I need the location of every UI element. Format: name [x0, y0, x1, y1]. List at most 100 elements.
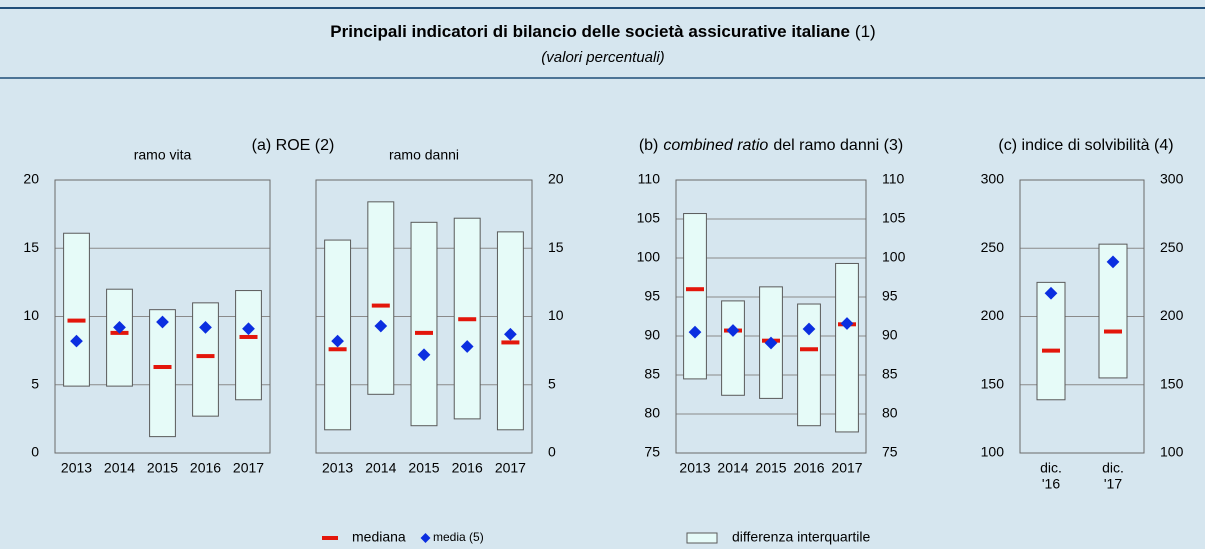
interquartile-box: [106, 288, 133, 387]
y-tick-label: 300: [1160, 171, 1184, 187]
y-tick-label: 5: [31, 375, 39, 391]
y-tick-label: 300: [981, 171, 1005, 187]
y-tick-label: 105: [637, 210, 661, 226]
x-tick-label: '17: [1104, 476, 1122, 492]
y-tick-label: 80: [644, 405, 660, 421]
chart-title: Principali indicatori di bilancio delle …: [330, 22, 875, 41]
y-tick-label: 100: [637, 249, 661, 265]
y-tick-label: 15: [23, 239, 39, 255]
x-tick-label: 2014: [717, 460, 748, 476]
y-tick-label: 110: [882, 171, 905, 187]
panel-title-part: combined ratio: [663, 137, 768, 154]
interquartile-box: [63, 232, 90, 387]
panel-title-part: del ramo danni (3): [773, 137, 903, 154]
y-tick-label: 100: [1160, 444, 1184, 460]
median-mark: [458, 317, 477, 322]
panel-title-part: (a) ROE (2): [252, 137, 335, 154]
y-tick-label: 0: [548, 444, 556, 460]
x-tick-label: 2015: [147, 460, 178, 476]
y-tick-label: 10: [23, 307, 39, 323]
y-tick-label: 200: [1160, 307, 1184, 323]
chart-subtitle: (valori percentuali): [541, 49, 664, 66]
x-tick-label: 2013: [679, 460, 710, 476]
interquartile-box: [149, 309, 176, 438]
y-tick-label: 200: [981, 307, 1005, 323]
y-tick-label: 5: [548, 375, 556, 391]
legend-label: mediana: [352, 529, 406, 545]
y-tick-label: 150: [981, 375, 1005, 391]
mean-mark: [242, 322, 255, 336]
x-tick-label: dic.: [1040, 460, 1062, 476]
y-tick-label: 20: [23, 171, 39, 187]
y-tick-label: 150: [1160, 375, 1184, 391]
x-tick-label: 2016: [793, 460, 824, 476]
y-tick-label: 15: [548, 239, 564, 255]
x-tick-label: 2015: [755, 460, 786, 476]
y-tick-label: 10: [548, 307, 564, 323]
mean-mark: [331, 334, 344, 348]
median-mark: [239, 334, 258, 339]
mean-mark: [199, 321, 212, 334]
panel-title-part: (b): [639, 137, 659, 154]
legend-swatch: [686, 532, 718, 544]
median-mark: [1042, 348, 1060, 353]
median-mark: [67, 318, 86, 323]
title-note: (1): [855, 22, 876, 41]
x-tick-label: 2013: [61, 460, 92, 476]
mean-mark: [504, 327, 517, 341]
panel-title: (c) indice di solvibilità (4): [998, 137, 1173, 154]
panel-subtitle: ramo danni: [389, 147, 459, 163]
y-tick-label: 75: [644, 444, 660, 460]
y-tick-label: 100: [882, 249, 906, 265]
plot-frame: [315, 179, 533, 454]
interquartile-box: [683, 213, 707, 380]
mean-mark: [460, 340, 474, 353]
y-tick-label: 0: [31, 444, 39, 460]
interquartile-box: [835, 262, 859, 433]
y-tick-label: 80: [882, 405, 898, 421]
median-mark: [686, 287, 704, 292]
x-tick-label: dic.: [1102, 460, 1124, 476]
median-mark: [196, 354, 215, 359]
median-mark: [1104, 329, 1122, 334]
title-main: Principali indicatori di bilancio delle …: [330, 22, 850, 41]
interquartile-box: [367, 201, 395, 395]
x-tick-label: 2017: [831, 460, 862, 476]
mean-mark: [417, 348, 431, 362]
mean-mark: [374, 319, 388, 333]
interquartile-box: [235, 290, 262, 401]
panel-title: (b) combined ratio del ramo danni (3): [639, 137, 903, 154]
median-mark: [800, 347, 818, 352]
interquartile-box: [192, 302, 219, 417]
y-tick-label: 90: [644, 327, 660, 343]
x-tick-label: 2016: [190, 460, 221, 476]
mean-mark: [113, 321, 126, 334]
x-tick-label: 2014: [104, 460, 135, 476]
legend-swatch: [322, 536, 338, 540]
legend-label: differenza interquartile: [732, 529, 870, 545]
median-mark: [328, 347, 347, 352]
y-tick-label: 95: [882, 288, 898, 304]
y-tick-label: 250: [1160, 239, 1184, 255]
plot-frame: [675, 179, 867, 454]
panel-title-part: (c) indice di solvibilità (4): [998, 137, 1173, 154]
mean-mark: [156, 315, 169, 329]
plot-frame: [54, 179, 271, 454]
y-tick-label: 90: [882, 327, 898, 343]
interquartile-box: [1036, 281, 1066, 401]
legend-label: media (5): [433, 530, 484, 544]
panel-subtitle: ramo vita: [134, 147, 192, 163]
interquartile-box: [721, 300, 745, 396]
panel-title: (a) ROE (2): [252, 137, 335, 154]
interquartile-box: [797, 303, 821, 427]
y-tick-label: 105: [882, 210, 906, 226]
median-mark: [501, 340, 520, 345]
median-mark: [415, 330, 433, 335]
y-tick-label: 110: [638, 171, 661, 187]
y-tick-label: 75: [882, 444, 898, 460]
x-tick-label: 2017: [233, 460, 264, 476]
x-tick-label: '16: [1042, 476, 1060, 492]
x-tick-label: 2017: [495, 460, 526, 476]
y-tick-label: 20: [548, 171, 564, 187]
